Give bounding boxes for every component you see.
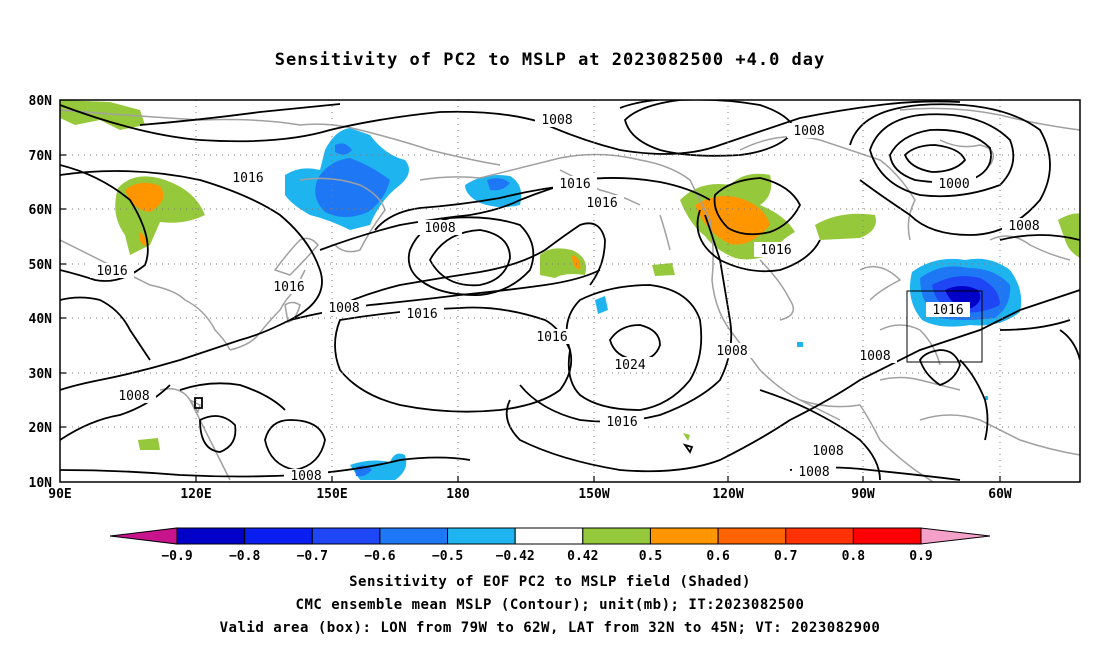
lat-label: 10N	[29, 476, 53, 491]
contour-labels: 1008 1016 1000 1024 1016 1008 1016 1008 …	[90, 112, 1046, 484]
map-area	[60, 100, 1080, 482]
lat-label: 70N	[29, 149, 53, 164]
contour-label: 1016	[96, 264, 127, 279]
lat-label: 30N	[29, 367, 53, 382]
colorbar-box	[852, 527, 922, 545]
colorbar-label: 0.8	[842, 549, 866, 564]
contour-label: 1008	[798, 465, 829, 480]
colorbar-label: −0.7	[297, 549, 328, 564]
gridlines	[60, 100, 1080, 482]
colorbar: −0.9 −0.8 −0.7 −0.6 −0.5 −0.42 0.42 0.5 0.6 0.7 0.…	[109, 527, 991, 564]
lat-label: 50N	[29, 258, 53, 273]
colorbar-box	[447, 527, 516, 545]
contour-label: 1008	[118, 389, 149, 404]
lon-label: 120W	[712, 487, 743, 502]
latitude-axis: 80N 70N 60N 50N 40N 30N 20N 10N	[29, 94, 53, 491]
contour-label: 1008	[793, 124, 824, 139]
contour-label: 1008	[424, 221, 455, 236]
colorbar-labels: −0.9 −0.8 −0.7 −0.6 −0.5 −0.42 0.42 0.5 0.6 0.7 0.…	[161, 549, 932, 564]
colorbar-label: −0.9	[161, 549, 192, 564]
contour-label: 1016	[586, 196, 617, 211]
contour-label: 1008	[541, 113, 572, 128]
contour-label: 1000	[938, 177, 969, 192]
colorbar-box	[514, 527, 584, 545]
lon-label: 60W	[988, 487, 1012, 502]
colorbar-label: 0.9	[909, 549, 932, 564]
longitude-axis: 90E 120E 150E 180 150W 120W 90W 60W	[48, 487, 1012, 502]
lon-label: 120E	[180, 487, 211, 502]
footer-line-2: CMC ensemble mean MSLP (Contour); unit(m…	[295, 597, 805, 613]
colorbar-label: −0.6	[364, 549, 395, 564]
lon-label: 150E	[316, 487, 347, 502]
colorbar-boxes	[176, 527, 922, 545]
valid-area-box	[906, 290, 983, 363]
contour-label: 1008	[812, 444, 843, 459]
lon-label: 90W	[851, 487, 875, 502]
map-frame	[59, 99, 1081, 483]
lon-label: 90E	[48, 487, 71, 502]
contour-label: 1016	[232, 171, 263, 186]
contour-label: 1016	[536, 330, 567, 345]
contour-label: 1016	[606, 415, 637, 430]
colorbar-box	[582, 527, 651, 545]
contour-label: 1016	[406, 307, 437, 322]
colorbar-box	[717, 527, 787, 545]
colorbar-label: 0.5	[639, 549, 662, 564]
footer-line-3: Valid area (box): LON from 79W to 62W, L…	[219, 620, 881, 636]
contour-label: 1008	[290, 469, 321, 484]
chart-title: Sensitivity of PC2 to MSLP at 2023082500…	[274, 50, 826, 70]
lat-label: 80N	[29, 94, 53, 109]
colorbar-label: −0.8	[229, 549, 260, 564]
colorbar-label: 0.42	[567, 549, 598, 564]
colorbar-label: −0.42	[496, 549, 535, 564]
contour-label: 1008	[859, 349, 890, 364]
footer-line-1: Sensitivity of EOF PC2 to MSLP field (Sh…	[349, 574, 751, 590]
contour-label: 1016	[273, 280, 304, 295]
colorbar-label: 0.7	[774, 549, 797, 564]
contour-label: 1024	[614, 358, 645, 373]
colorbar-box	[311, 527, 381, 545]
shaded-positive-regions	[60, 100, 1080, 450]
lat-label: 40N	[29, 312, 53, 327]
contour-label: 1016	[559, 177, 590, 192]
colorbar-box	[785, 527, 854, 545]
lat-label: 60N	[29, 203, 53, 218]
axis-ticks	[60, 154, 1001, 482]
lon-label: 150W	[578, 487, 609, 502]
colorbar-low-arrow	[109, 527, 178, 545]
colorbar-box	[244, 527, 313, 545]
colorbar-box	[649, 527, 719, 545]
colorbar-box	[379, 527, 449, 545]
colorbar-label: −0.5	[432, 549, 463, 564]
shaded-negative-regions	[285, 128, 1022, 480]
contour-label: 1016	[932, 303, 963, 318]
contour-label: 1008	[328, 301, 359, 316]
contour-label: 1008	[716, 344, 747, 359]
contour-label: 1008	[1008, 219, 1039, 234]
colorbar-high-arrow	[920, 527, 991, 545]
lat-label: 20N	[29, 421, 53, 436]
contour-label: 1016	[760, 243, 791, 258]
colorbar-label: 0.6	[706, 549, 730, 564]
colorbar-box	[176, 527, 246, 545]
lon-label: 180	[446, 487, 470, 502]
